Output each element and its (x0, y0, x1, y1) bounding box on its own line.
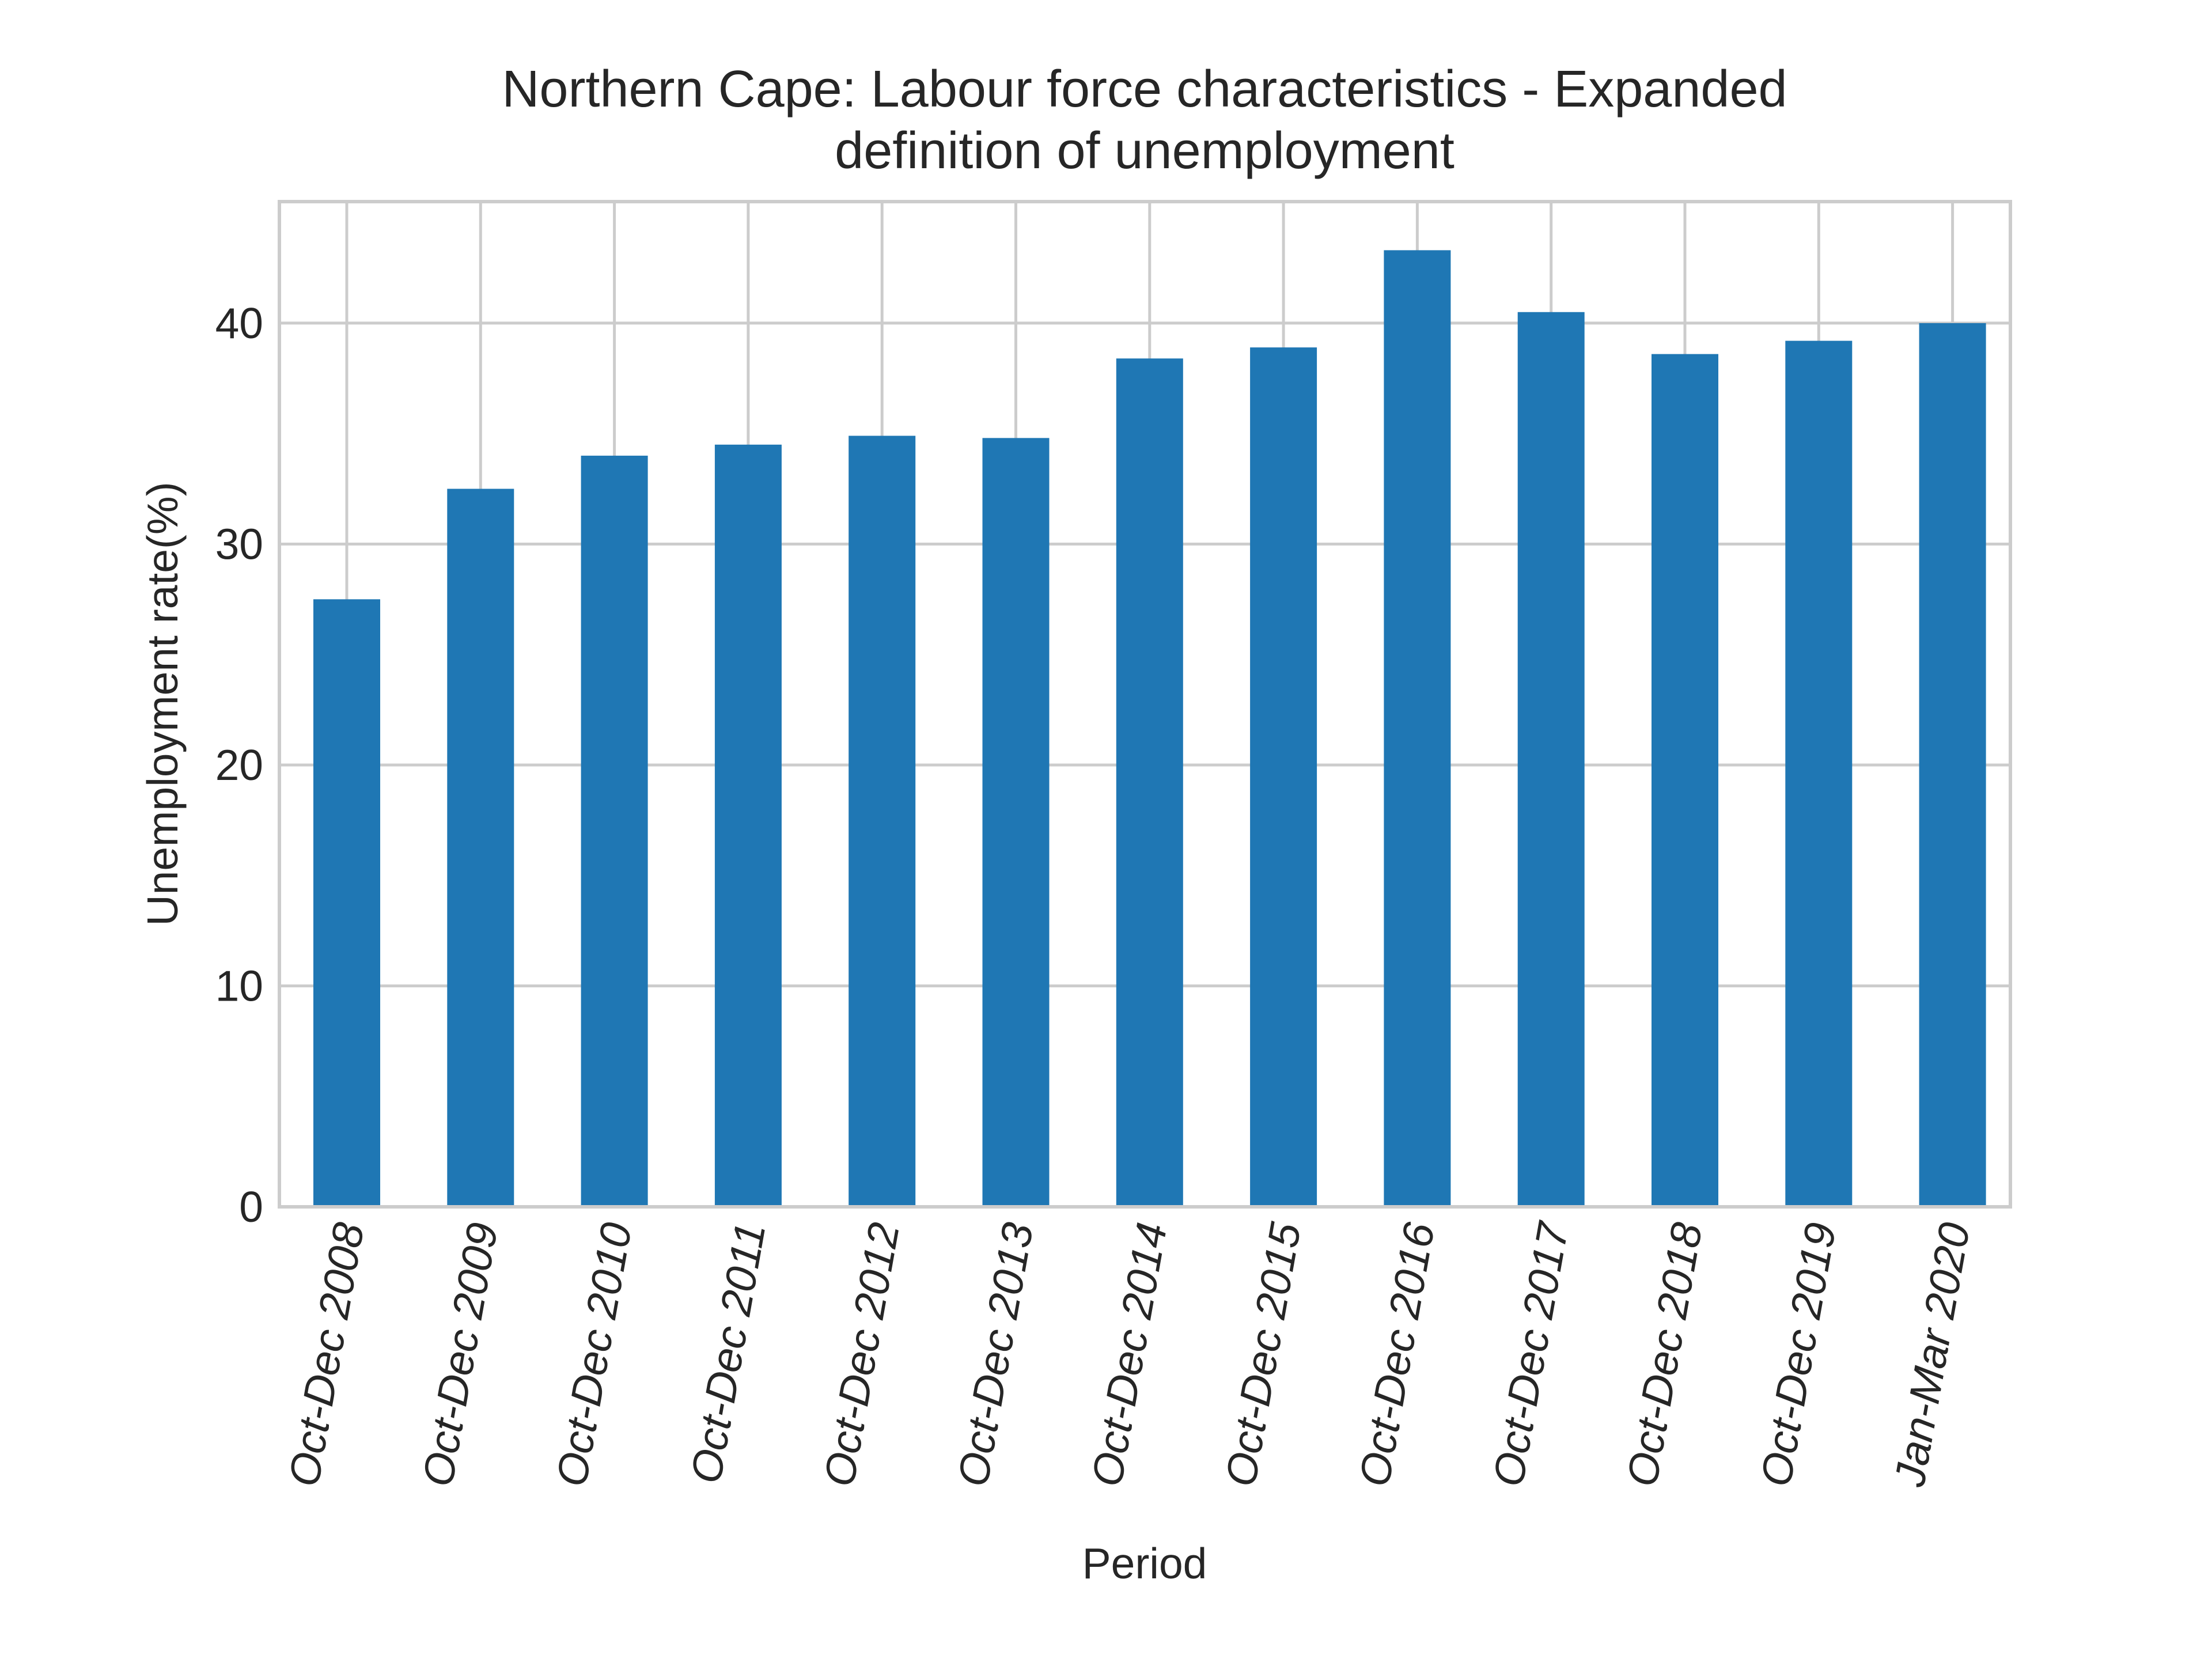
y-tick-label: 30 (215, 520, 263, 568)
x-tick-label: Oct-Dec 2010 (547, 1219, 641, 1490)
x-tick-label: Oct-Dec 2008 (279, 1219, 373, 1490)
chart-title-line-1: Northern Cape: Labour force characterist… (502, 60, 1787, 118)
bar (1919, 323, 1986, 1207)
bar (313, 599, 380, 1207)
x-tick-labels: Oct-Dec 2008 Oct-Dec 2009 Oct-Dec 2010 Oct-… (279, 1217, 1979, 1491)
y-axis-label: Unemployment rate(%) (138, 482, 187, 926)
x-tick-label: Oct-Dec 2014 (1082, 1219, 1176, 1490)
bar (1785, 340, 1853, 1207)
bar (581, 456, 648, 1207)
chart-title-line-2: definition of unemployment (835, 122, 1455, 180)
bar (1116, 358, 1183, 1207)
bar (1250, 347, 1317, 1207)
bar (982, 438, 1050, 1207)
bar (849, 435, 916, 1207)
x-tick-label: Oct-Dec 2019 (1751, 1219, 1845, 1490)
x-tick-label: Oct-Dec 2018 (1618, 1219, 1711, 1490)
x-tick-label: Oct-Dec 2017 (1483, 1217, 1578, 1490)
y-tick-label: 20 (215, 741, 263, 789)
bar (1384, 250, 1451, 1207)
bar (714, 444, 782, 1207)
bar (1517, 312, 1585, 1207)
y-tick-labels: 0 10 20 30 40 (215, 299, 263, 1231)
x-tick-label: Oct-Dec 2012 (815, 1219, 908, 1490)
plot-frame (278, 200, 2012, 1209)
x-axis-label: Period (1082, 1539, 1207, 1588)
x-tick-label: Oct-Dec 2009 (413, 1219, 507, 1490)
x-tick-label: Oct-Dec 2016 (1350, 1219, 1444, 1490)
y-tick-label: 10 (215, 961, 263, 1010)
bar (1652, 354, 1718, 1207)
x-tick-label: Oct-Dec 2011 (681, 1219, 775, 1487)
y-tick-label: 40 (215, 299, 263, 347)
bar (447, 488, 514, 1207)
x-tick-label: Oct-Dec 2015 (1216, 1219, 1310, 1490)
y-tick-label: 0 (239, 1183, 263, 1231)
bars (313, 250, 1986, 1207)
x-tick-label: Jan-Mar 2020 (1885, 1219, 1979, 1491)
x-tick-label: Oct-Dec 2013 (948, 1219, 1042, 1490)
